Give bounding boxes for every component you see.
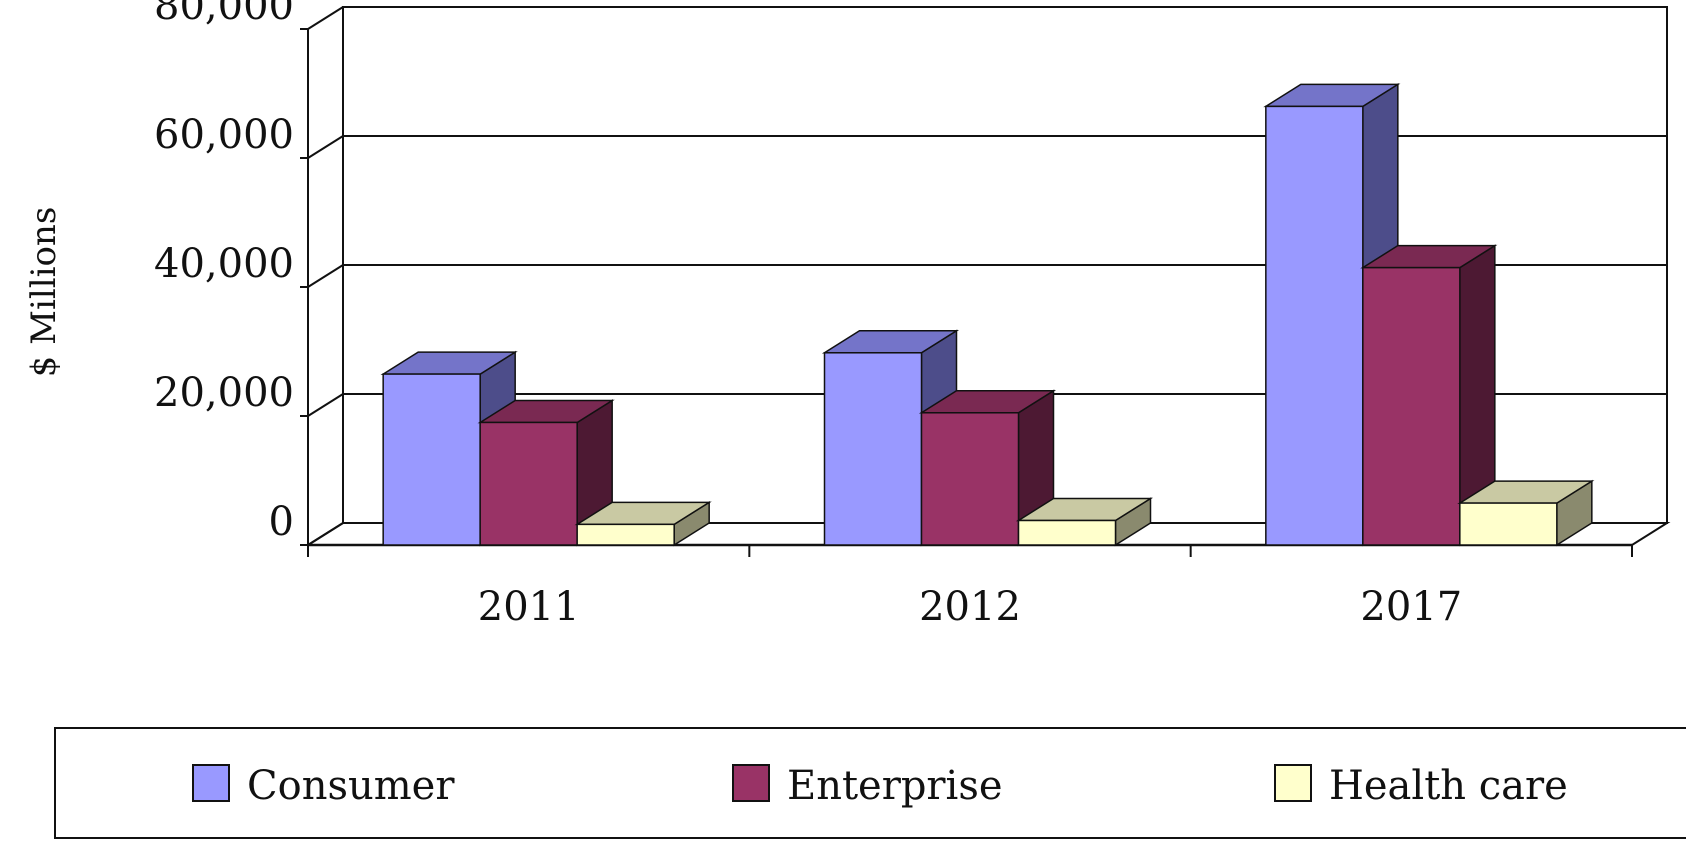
bar (574, 501, 712, 547)
y-tick-label: 20,000 (154, 370, 294, 416)
bar (1457, 479, 1595, 547)
bar-front (1362, 266, 1461, 546)
bar (1360, 244, 1498, 547)
gridline-side (307, 393, 344, 417)
bar (1015, 497, 1154, 547)
bar (918, 389, 1057, 547)
gridline-side (307, 6, 344, 30)
bar-front (576, 523, 675, 546)
x-tick-label: 2011 (478, 584, 580, 630)
legend-items: Consumer Enterprise Health care (192, 763, 1568, 809)
bar-front (1265, 105, 1364, 546)
gridline-side (307, 264, 344, 288)
y-tick-labels: 0 20,000 40,000 60,000 80,000 (154, 0, 294, 545)
bar-front (382, 373, 481, 546)
x-tick-label: 2017 (1360, 584, 1462, 630)
y-tick-label: 40,000 (154, 241, 294, 287)
y-tick-label: 0 (269, 499, 294, 545)
bar-front (823, 352, 923, 546)
bars (380, 83, 1595, 547)
legend-swatch (192, 764, 230, 802)
x-tick-labels: 2011 2012 2017 (478, 584, 1462, 630)
bar-front (1017, 519, 1117, 546)
legend: Consumer Enterprise Health care (54, 727, 1686, 839)
legend-box (54, 727, 1686, 839)
legend-swatch (1274, 764, 1312, 802)
legend-label: Consumer (247, 763, 455, 809)
bar-front (920, 412, 1020, 546)
y-tick-label: 80,000 (154, 0, 294, 29)
y-tick-label: 60,000 (154, 112, 294, 158)
bar-front (479, 421, 578, 546)
legend-label: Enterprise (787, 763, 1003, 809)
bar-front (1459, 502, 1558, 546)
y-axis-label: $ Millions (24, 207, 64, 378)
legend-swatch (732, 764, 770, 802)
x-tick-label: 2012 (919, 584, 1021, 630)
gridline-side (307, 522, 344, 546)
legend-label: Health care (1329, 763, 1568, 809)
gridline-side (307, 135, 344, 159)
